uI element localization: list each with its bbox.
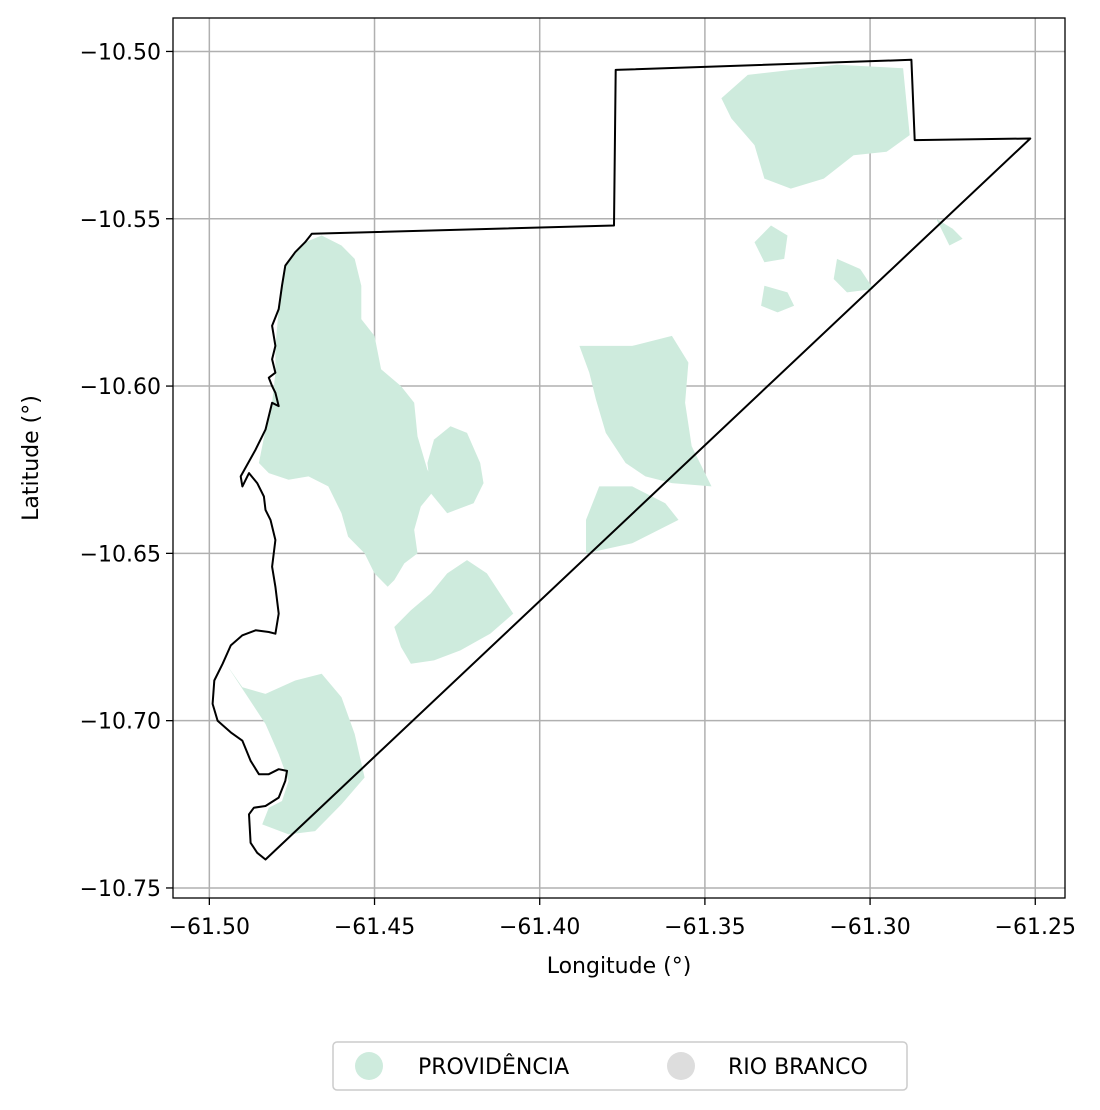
- y-tick-label: −10.50: [80, 40, 161, 65]
- providencia-region: [721, 64, 910, 189]
- x-axis-ticks: −61.50 −61.45 −61.40 −61.35 −61.30 −61.25: [169, 898, 1076, 940]
- x-tick-label: −61.40: [499, 915, 580, 940]
- legend-label-rio-branco: RIO BRANCO: [728, 1055, 868, 1080]
- providencia-region: [761, 285, 795, 313]
- municipality-boundary: [211, 58, 1032, 861]
- providencia-region: [833, 258, 874, 293]
- legend-label-providencia: PROVIDÊNCIA: [418, 1054, 569, 1080]
- plot-area: [172, 17, 1066, 899]
- providencia-region: [258, 235, 438, 587]
- legend-frame: [332, 1041, 908, 1091]
- providencia-region: [579, 335, 712, 487]
- providencia-region: [394, 560, 514, 664]
- y-axis-ticks: −10.50 −10.55 −10.60 −10.65 −10.70 −10.75: [80, 40, 173, 902]
- y-tick-label: −10.60: [80, 375, 161, 400]
- x-tick-label: −61.25: [995, 915, 1076, 940]
- y-tick-label: −10.65: [80, 542, 161, 567]
- providencia-region: [754, 225, 788, 263]
- y-tick-label: −10.55: [80, 208, 161, 233]
- legend-marker-providencia: [355, 1052, 383, 1080]
- y-axis-title: Latitude (°): [19, 395, 44, 521]
- y-tick-label: −10.70: [80, 710, 161, 735]
- y-tick-label: −10.75: [80, 877, 161, 902]
- x-tick-label: −61.35: [664, 915, 745, 940]
- providencia-regions: [225, 64, 963, 835]
- x-tick-label: −61.45: [334, 915, 415, 940]
- providencia-region: [427, 426, 484, 514]
- legend-marker-rio-branco: [667, 1052, 695, 1080]
- legend: PROVIDÊNCIA RIO BRANCO: [332, 1041, 908, 1091]
- axes-frame: [172, 17, 1066, 899]
- x-tick-label: −61.50: [169, 915, 250, 940]
- providencia-region: [936, 218, 963, 246]
- x-axis-title: Longitude (°): [547, 954, 692, 979]
- providencia-region: [225, 663, 365, 835]
- x-tick-label: −61.30: [829, 915, 910, 940]
